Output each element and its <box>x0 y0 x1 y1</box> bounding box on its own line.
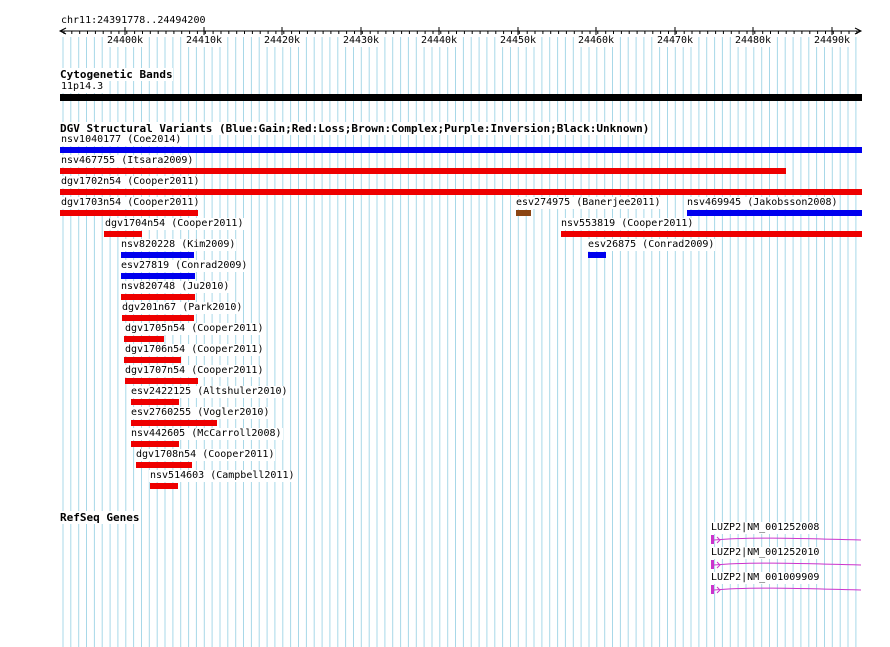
ruler-tick-label: 24470k <box>656 35 694 47</box>
variant-bar-loss[interactable] <box>125 378 198 384</box>
variant-label[interactable]: dgv1708n54 (Cooper2011) <box>135 449 276 461</box>
variant-label[interactable]: nsv553819 (Cooper2011) <box>560 218 695 230</box>
variant-label[interactable]: esv27819 (Conrad2009) <box>120 260 249 272</box>
variant-label[interactable]: dgv201n67 (Park2010) <box>121 302 244 314</box>
variant-bar-complex[interactable] <box>516 210 531 216</box>
variant-label[interactable]: nsv469945 (Jakobsson2008) <box>686 197 839 209</box>
variant-bar-loss[interactable] <box>104 231 142 237</box>
gene-model[interactable] <box>708 584 868 598</box>
variant-bar-loss[interactable] <box>60 210 198 216</box>
variant-label[interactable]: dgv1705n54 (Cooper2011) <box>124 323 265 335</box>
variant-label[interactable]: nsv442605 (McCarroll2008) <box>130 428 283 440</box>
variant-bar-loss[interactable] <box>122 315 194 321</box>
variant-label[interactable]: dgv1707n54 (Cooper2011) <box>124 365 265 377</box>
ruler[interactable] <box>0 0 890 50</box>
gene-model[interactable] <box>708 534 868 548</box>
ruler-tick-label: 24460k <box>577 35 615 47</box>
region-label: chr11:24391778..24494200 <box>60 15 207 27</box>
ruler-tick-label: 24400k <box>106 35 144 47</box>
variant-bar-loss[interactable] <box>60 168 786 174</box>
cytoband-label: 11p14.3 <box>60 81 105 93</box>
ruler-tick-label: 24490k <box>813 35 851 47</box>
variant-label[interactable]: dgv1702n54 (Cooper2011) <box>60 176 201 188</box>
variant-bar-loss[interactable] <box>150 483 178 489</box>
variant-bar-gain[interactable] <box>121 273 195 279</box>
variant-bar-gain[interactable] <box>121 252 194 258</box>
variant-label[interactable]: dgv1706n54 (Cooper2011) <box>124 344 265 356</box>
ruler-tick-label: 24480k <box>734 35 772 47</box>
cytoband-track-title: Cytogenetic Bands <box>60 68 173 81</box>
variant-label[interactable]: nsv1040177 (Coe2014) <box>60 134 183 146</box>
variant-bar-loss[interactable] <box>124 336 164 342</box>
variant-label[interactable]: nsv820748 (Ju2010) <box>120 281 231 293</box>
variant-label[interactable]: esv2760255 (Vogler2010) <box>130 407 271 419</box>
variant-bar-gain[interactable] <box>588 252 606 258</box>
gene-model[interactable] <box>708 559 868 573</box>
ruler-tick-label: 24450k <box>499 35 537 47</box>
variant-label[interactable]: esv26875 (Conrad2009) <box>587 239 716 251</box>
variant-bar-loss[interactable] <box>131 441 179 447</box>
variant-label[interactable]: dgv1703n54 (Cooper2011) <box>60 197 201 209</box>
refseq-track-title: RefSeq Genes <box>60 511 140 524</box>
variant-bar-gain[interactable] <box>60 147 862 153</box>
variant-bar-loss[interactable] <box>561 231 862 237</box>
variant-label[interactable]: nsv514603 (Campbell2011) <box>149 470 296 482</box>
variant-label[interactable]: esv274975 (Banerjee2011) <box>515 197 662 209</box>
variant-bar-loss[interactable] <box>136 462 192 468</box>
variant-bar-gain[interactable] <box>687 210 862 216</box>
variant-label[interactable]: nsv467755 (Itsara2009) <box>60 155 195 167</box>
ruler-tick-label: 24410k <box>185 35 223 47</box>
gene-label[interactable]: LUZP2|NM_001009909 <box>710 572 821 584</box>
ruler-tick-label: 24430k <box>342 35 380 47</box>
variant-label[interactable]: esv2422125 (Altshuler2010) <box>130 386 289 398</box>
variant-bar-loss[interactable] <box>124 357 181 363</box>
dgv-track-title: DGV Structural Variants (Blue:Gain;Red:L… <box>60 122 650 135</box>
variant-label[interactable]: nsv820228 (Kim2009) <box>120 239 237 251</box>
gene-label[interactable]: LUZP2|NM_001252010 <box>710 547 821 559</box>
ruler-tick-label: 24440k <box>420 35 458 47</box>
variant-bar-loss[interactable] <box>131 420 217 426</box>
variant-bar-loss[interactable] <box>131 399 179 405</box>
cytoband-bar[interactable] <box>60 94 862 101</box>
ruler-tick-label: 24420k <box>263 35 301 47</box>
variant-label[interactable]: dgv1704n54 (Cooper2011) <box>104 218 245 230</box>
variant-bar-loss[interactable] <box>60 189 862 195</box>
variant-bar-loss[interactable] <box>121 294 195 300</box>
gene-label[interactable]: LUZP2|NM_001252008 <box>710 522 821 534</box>
